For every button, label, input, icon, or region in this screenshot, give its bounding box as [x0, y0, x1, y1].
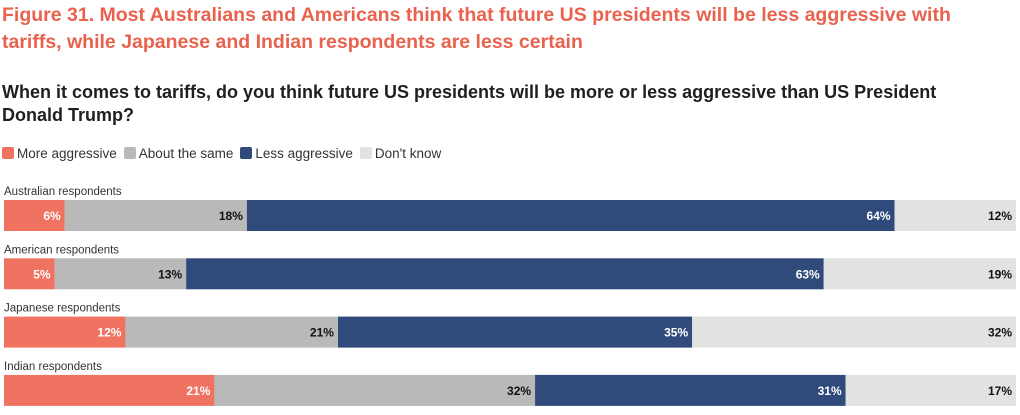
bar-japanese-respondents-less-aggressive — [337, 316, 693, 348]
bar-american-respondents-dont-know — [823, 258, 1016, 290]
bar-japanese-respondents-more-aggressive — [4, 316, 126, 348]
bar-australian-respondents-about-the-same — [64, 200, 247, 231]
bar-indian-respondents-more-aggressive — [4, 374, 215, 406]
legend-label-more-aggressive: More aggressive — [17, 145, 117, 161]
value-label-indian-respondents-less-aggressive: 31% — [818, 384, 842, 398]
legend-swatch-more-aggressive — [2, 147, 14, 159]
row-label-australian-respondents: Australian respondents — [4, 186, 122, 198]
value-label-australian-respondents-more-aggressive: 6% — [43, 209, 61, 223]
bar-indian-respondents-less-aggressive — [535, 374, 846, 406]
row-label-indian-respondents: Indian respondents — [4, 361, 102, 373]
value-label-american-respondents-less-aggressive: 63% — [796, 267, 820, 281]
value-label-australian-respondents-less-aggressive: 64% — [867, 209, 891, 223]
bar-indian-respondents-dont-know — [845, 374, 1016, 406]
figure-title: Figure 31. Most Australians and American… — [2, 4, 951, 53]
value-label-indian-respondents-dont-know: 17% — [988, 384, 1012, 398]
legend-label-dont-know: Don't know — [374, 145, 442, 161]
legend-swatch-about-the-same — [123, 147, 136, 159]
legend-label-less-aggressive: Less aggressive — [255, 145, 353, 161]
bar-australian-respondents-dont-know — [894, 200, 1016, 231]
legend-swatch-less-aggressive — [240, 147, 253, 159]
stacked-bar-chart: Australian respondents 6% 18% 64% 12% America… — [4, 186, 1016, 406]
value-label-american-respondents-about-the-same: 13% — [158, 267, 182, 281]
row-label-japanese-respondents: Japanese respondents — [4, 303, 121, 315]
legend-item-about-the-same: About the same — [123, 145, 234, 161]
legend-item-less-aggressive: Less aggressive — [240, 146, 353, 161]
legend-item-more-aggressive: More aggressive — [2, 146, 117, 161]
value-label-japanese-respondents-less-aggressive: 35% — [664, 326, 688, 340]
legend-item-dont-know: Don't know — [359, 145, 442, 161]
value-label-japanese-respondents-dont-know: 32% — [988, 326, 1012, 340]
value-label-american-respondents-dont-know: 19% — [988, 267, 1012, 281]
legend-swatch-dont-know — [359, 147, 372, 159]
value-label-indian-respondents-about-the-same: 32% — [507, 384, 531, 398]
bar-american-respondents-less-aggressive — [186, 258, 824, 290]
row-label-american-respondents: American respondents — [4, 244, 119, 256]
bar-american-respondents-more-aggressive — [4, 258, 55, 290]
value-label-american-respondents-more-aggressive: 5% — [33, 267, 51, 281]
value-label-australian-respondents-about-the-same: 18% — [219, 209, 243, 223]
value-label-japanese-respondents-more-aggressive: 12% — [97, 326, 121, 340]
legend: More aggressive About the same Less aggr… — [2, 143, 448, 163]
legend-label-about-the-same: About the same — [138, 145, 234, 161]
value-label-australian-respondents-dont-know: 12% — [988, 209, 1012, 223]
value-label-japanese-respondents-about-the-same: 21% — [310, 326, 334, 340]
bar-japanese-respondents-about-the-same — [125, 316, 338, 348]
bar-japanese-respondents-dont-know — [692, 316, 1016, 348]
value-label-indian-respondents-more-aggressive: 21% — [186, 384, 210, 398]
bar-australian-respondents-less-aggressive — [246, 200, 895, 231]
bar-indian-respondents-about-the-same — [214, 374, 536, 406]
chart-question: When it comes to tariffs, do you think f… — [2, 82, 937, 125]
bar-australian-respondents-more-aggressive — [4, 200, 65, 231]
bar-american-respondents-about-the-same — [54, 258, 187, 290]
